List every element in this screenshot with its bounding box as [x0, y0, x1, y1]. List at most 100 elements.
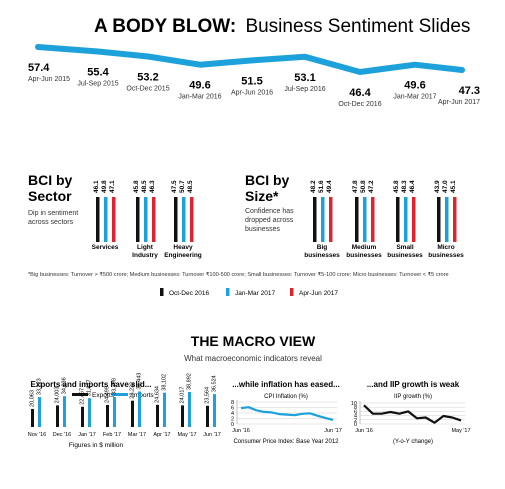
- trade-month-label: Jan '17: [78, 432, 96, 438]
- bar-value-label: 47.2: [368, 180, 375, 193]
- trend-value-label: 46.4: [349, 87, 371, 99]
- trade-value-label: 33,398: [112, 378, 118, 395]
- trend-period-label: Apr-Jun 2015: [28, 76, 70, 83]
- size-subtitle: Confidence has dropped across businesses: [245, 208, 296, 233]
- legend-swatch: [290, 288, 294, 296]
- bar-category-label: Micro: [437, 244, 454, 251]
- trade-value-label: 29,232: [130, 382, 136, 399]
- trend-value-label: 51.5: [241, 75, 262, 87]
- series-line: [240, 406, 334, 421]
- trend-period-label: Oct-Dec 2015: [126, 86, 169, 93]
- bar-value-label: 49.4: [326, 180, 333, 193]
- trade-bar-imports: [213, 394, 216, 427]
- bar-apr-jun-2017: [190, 197, 194, 242]
- bar-jan-mar-2017: [321, 197, 325, 242]
- bar-apr-jun-2017: [152, 197, 156, 242]
- trade-xlabel: Figures in $ million: [69, 442, 124, 449]
- iip-growth-chart: ...and IIP growth is weak IIP growth (%) 0…: [351, 380, 471, 445]
- bar-value-label: 47.1: [109, 180, 116, 193]
- trade-bar-exports: [81, 406, 84, 427]
- trade-value-label: 31,977: [87, 379, 93, 396]
- bar-value-label: 45.8: [393, 180, 400, 193]
- trade-value-label: 38,892: [187, 373, 193, 390]
- trade-bar-imports: [88, 398, 91, 427]
- bar-value-label: 47.8: [352, 180, 359, 193]
- bar-value-label: 46.1: [93, 180, 100, 193]
- y-tick-label: 4: [354, 414, 357, 420]
- bar-apr-jun-2017: [371, 197, 375, 242]
- trade-value-label: 20,063: [30, 390, 36, 407]
- bar-jan-mar-2017: [104, 197, 108, 242]
- trade-bar-imports: [163, 392, 166, 427]
- trend-value-label: 49.6: [404, 80, 425, 92]
- trade-month-label: Nov '16: [28, 432, 46, 438]
- sector-title-line2: Sector: [28, 188, 72, 204]
- macro-title: THE MACRO VIEW: [191, 333, 316, 349]
- trade-legend-swatch: [112, 393, 128, 396]
- y-tick-label: 6: [354, 409, 357, 415]
- panel-subtitle: CPI Inflation (%): [264, 394, 308, 400]
- bar-value-label: 50.8: [360, 180, 367, 193]
- bar-apr-jun-2017: [329, 197, 333, 242]
- trade-legend-label: Exports: [92, 392, 115, 399]
- bar-oct-dec-2016: [313, 197, 317, 242]
- trend-line: [35, 44, 465, 75]
- y-tick-label: 2: [231, 417, 234, 423]
- trend-period-label: Jul-Sep 2015: [77, 81, 118, 88]
- bar-category-label: Small: [396, 244, 414, 251]
- y-tick-label: 10: [351, 401, 357, 407]
- bar-value-label: 43.9: [434, 180, 441, 193]
- trade-bar-exports: [206, 405, 209, 427]
- bar-oct-dec-2016: [396, 197, 400, 242]
- trade-bar-imports: [113, 396, 116, 427]
- bar-jan-mar-2017: [404, 197, 408, 242]
- y-tick-label: 8: [231, 400, 234, 406]
- x-tick-label: Jun '16: [355, 428, 373, 434]
- trade-bar-exports: [106, 404, 109, 427]
- trade-month-label: Apr '17: [153, 432, 170, 438]
- panel-title: ...and IIP growth is weak: [367, 380, 460, 389]
- bar-jan-mar-2017: [182, 197, 186, 242]
- trade-value-label: 24,003: [55, 387, 61, 404]
- trade-value-label: 38,102: [162, 374, 168, 391]
- bar-value-label: 51.6: [318, 180, 325, 193]
- bar-jan-mar-2017: [363, 197, 367, 242]
- bar-category-label: Services: [92, 244, 119, 251]
- x-tick-label: May '17: [451, 428, 470, 434]
- bar-category-label: Engineering: [164, 252, 202, 259]
- trade-bar-imports: [188, 391, 191, 427]
- bar-category-label: Heavy: [173, 244, 193, 251]
- trend-period-label: Jan-Mar 2016: [178, 94, 221, 101]
- trade-value-label: 23,564: [205, 387, 211, 404]
- size-title-line1: BCI by: [245, 172, 290, 188]
- exports-imports-chart: Exports and imports have slid... Exports I…: [28, 373, 221, 449]
- title-bold: A BODY BLOW:: [94, 16, 236, 37]
- x-tick-label: Jun '17: [324, 428, 342, 434]
- trend-period-label: Jan-Mar 2017: [393, 94, 436, 101]
- bar-jan-mar-2017: [144, 197, 148, 242]
- trade-bar-imports: [38, 397, 41, 427]
- legend-label: Oct-Dec 2016: [169, 290, 209, 297]
- bar-apr-jun-2017: [453, 197, 457, 242]
- trade-title: Exports and imports have slid...: [31, 380, 152, 389]
- trend-period-label: Jul-Sep 2016: [284, 86, 325, 93]
- trend-value-label: 49.6: [189, 80, 210, 92]
- trend-value-label: 53.2: [137, 72, 158, 84]
- page-title: A BODY BLOW: Business Sentiment Slides: [94, 16, 470, 37]
- bar-value-label: 48.3: [401, 180, 408, 193]
- bar-value-label: 45.8: [133, 180, 140, 193]
- bar-value-label: 47.0: [442, 180, 449, 193]
- size-title-line2: Size*: [245, 188, 279, 204]
- bar-value-label: 48.5: [187, 180, 194, 193]
- bar-oct-dec-2016: [355, 197, 359, 242]
- bar-value-label: 49.8: [101, 180, 108, 193]
- bar-value-label: 48.5: [141, 180, 148, 193]
- sector-title-line1: BCI by: [28, 172, 73, 188]
- bar-value-label: 47.5: [171, 180, 178, 193]
- trend-value-label: 47.3: [459, 85, 480, 97]
- trend-period-label: Apr-Jun 2017: [438, 99, 480, 106]
- trade-month-label: Feb '17: [103, 432, 121, 438]
- bar-value-label: 48.2: [310, 180, 317, 193]
